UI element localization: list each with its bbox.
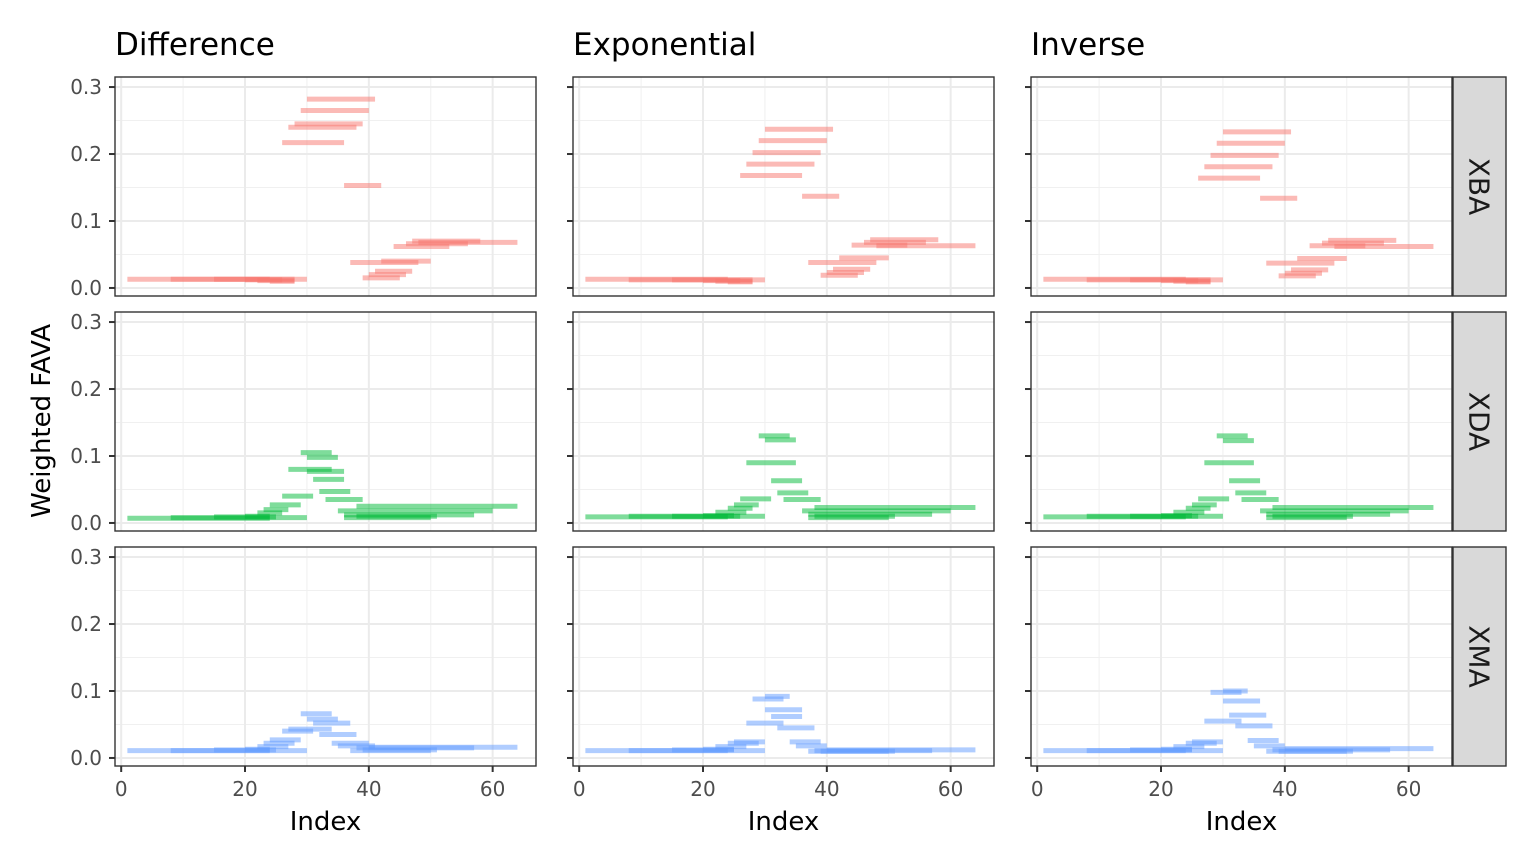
panel-background — [573, 547, 994, 766]
x-tick-label: 40 — [356, 777, 381, 801]
column-title-difference: Difference — [115, 27, 275, 63]
x-axis-title: Index — [1206, 807, 1278, 837]
panel-background — [115, 77, 536, 296]
x-tick-label: 40 — [814, 777, 839, 801]
y-tick-label: 0.0 — [70, 511, 102, 535]
x-tick-label: 0 — [115, 777, 128, 801]
panel-border — [1030, 546, 1453, 767]
y-tick-label: 0.1 — [70, 444, 102, 468]
x-tick-label: 60 — [480, 777, 505, 801]
x-tick-label: 20 — [232, 777, 257, 801]
x-tick-label: 0 — [1031, 777, 1044, 801]
x-axis-title: Index — [290, 807, 362, 837]
row-strip-xda — [1452, 311, 1507, 532]
panel-background — [573, 77, 994, 296]
panel-background — [1031, 77, 1452, 296]
row-strip-label: XMA — [1463, 625, 1496, 688]
panel-border — [1030, 311, 1453, 532]
y-tick-label: 0.2 — [70, 612, 102, 636]
y-tick-label: 0.1 — [70, 679, 102, 703]
panel-border — [114, 546, 537, 767]
panel-background — [115, 312, 536, 531]
x-tick-label: 40 — [1272, 777, 1297, 801]
x-axis-title: Index — [748, 807, 820, 837]
y-tick-label: 0.0 — [70, 276, 102, 300]
x-tick-label: 60 — [938, 777, 963, 801]
panel-border — [572, 311, 995, 532]
row-strip-label: XDA — [1463, 392, 1496, 451]
y-tick-label: 0.0 — [70, 746, 102, 770]
x-tick-label: 20 — [1148, 777, 1173, 801]
column-title-inverse: Inverse — [1031, 27, 1145, 63]
x-tick-label: 20 — [690, 777, 715, 801]
column-title-exponential: Exponential — [573, 27, 756, 63]
panel-border — [1030, 76, 1453, 297]
y-tick-label: 0.3 — [70, 545, 102, 569]
panel-border — [572, 76, 995, 297]
y-tick-label: 0.3 — [70, 75, 102, 99]
y-axis-title: Weighted FAVA — [27, 324, 57, 518]
y-tick-label: 0.1 — [70, 209, 102, 233]
x-tick-label: 0 — [573, 777, 586, 801]
panel-border — [114, 311, 537, 532]
row-strip-xba — [1452, 76, 1507, 297]
row-strip-xma — [1452, 546, 1507, 767]
row-strip-label: XBA — [1463, 158, 1496, 216]
panel-background — [1031, 547, 1452, 766]
panel-border — [572, 546, 995, 767]
y-tick-label: 0.2 — [70, 142, 102, 166]
y-tick-label: 0.3 — [70, 310, 102, 334]
y-tick-label: 0.2 — [70, 377, 102, 401]
x-tick-label: 60 — [1396, 777, 1421, 801]
panel-border — [114, 76, 537, 297]
